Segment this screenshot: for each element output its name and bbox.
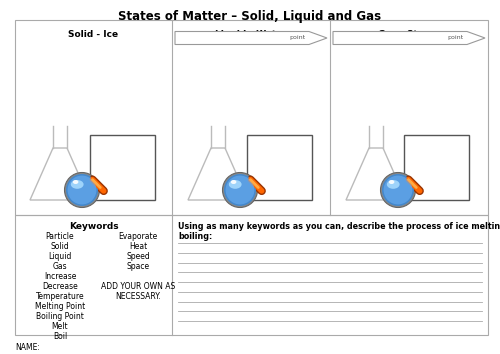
Bar — [247, 135, 312, 200]
Text: Gas - Steam: Gas - Steam — [378, 30, 440, 39]
Text: Evaporate: Evaporate — [118, 232, 158, 241]
Polygon shape — [333, 32, 485, 45]
Ellipse shape — [73, 180, 78, 184]
Bar — [90, 135, 155, 200]
Text: Melt: Melt — [52, 322, 68, 331]
Text: Solid: Solid — [50, 242, 70, 251]
Ellipse shape — [229, 180, 241, 189]
Text: Decrease: Decrease — [42, 282, 78, 291]
Text: Melting Point: Melting Point — [35, 302, 85, 311]
Text: Speed: Speed — [126, 252, 150, 261]
Text: States of Matter – Solid, Liquid and Gas: States of Matter – Solid, Liquid and Gas — [118, 10, 382, 23]
Ellipse shape — [222, 172, 258, 207]
Text: Increase: Increase — [44, 272, 76, 281]
Ellipse shape — [64, 172, 100, 207]
Text: Solid - Ice: Solid - Ice — [68, 30, 118, 39]
Text: Using as many keywords as you can, describe the process of ice melting and water: Using as many keywords as you can, descr… — [178, 222, 500, 231]
Text: Boil: Boil — [53, 332, 67, 341]
Ellipse shape — [68, 176, 96, 204]
Text: Keywords: Keywords — [68, 222, 118, 231]
Text: NECESSARY.: NECESSARY. — [115, 292, 161, 301]
Text: ADD YOUR OWN AS: ADD YOUR OWN AS — [101, 282, 175, 291]
Polygon shape — [175, 32, 327, 45]
Text: Liquid: Liquid — [48, 252, 72, 261]
Text: Particle: Particle — [46, 232, 74, 241]
Ellipse shape — [71, 180, 84, 189]
Bar — [15, 215, 488, 335]
Text: point: point — [289, 34, 305, 40]
Ellipse shape — [384, 176, 412, 204]
Ellipse shape — [224, 174, 256, 206]
Text: boiling:: boiling: — [178, 232, 212, 241]
Text: Boiling Point: Boiling Point — [36, 312, 84, 321]
Bar — [404, 135, 469, 200]
Ellipse shape — [387, 180, 400, 189]
Ellipse shape — [226, 176, 254, 204]
Text: Heat: Heat — [129, 242, 147, 251]
Text: Space: Space — [126, 262, 150, 271]
Ellipse shape — [382, 174, 414, 206]
Ellipse shape — [231, 180, 236, 184]
Bar — [15, 20, 488, 215]
Text: Temperature: Temperature — [36, 292, 84, 301]
Ellipse shape — [389, 180, 394, 184]
Text: point: point — [447, 34, 463, 40]
Text: Gas: Gas — [52, 262, 68, 271]
Text: NAME:: NAME: — [15, 343, 40, 352]
Ellipse shape — [380, 172, 416, 207]
Text: Liquid - Water: Liquid - Water — [215, 30, 287, 39]
Ellipse shape — [66, 174, 98, 206]
